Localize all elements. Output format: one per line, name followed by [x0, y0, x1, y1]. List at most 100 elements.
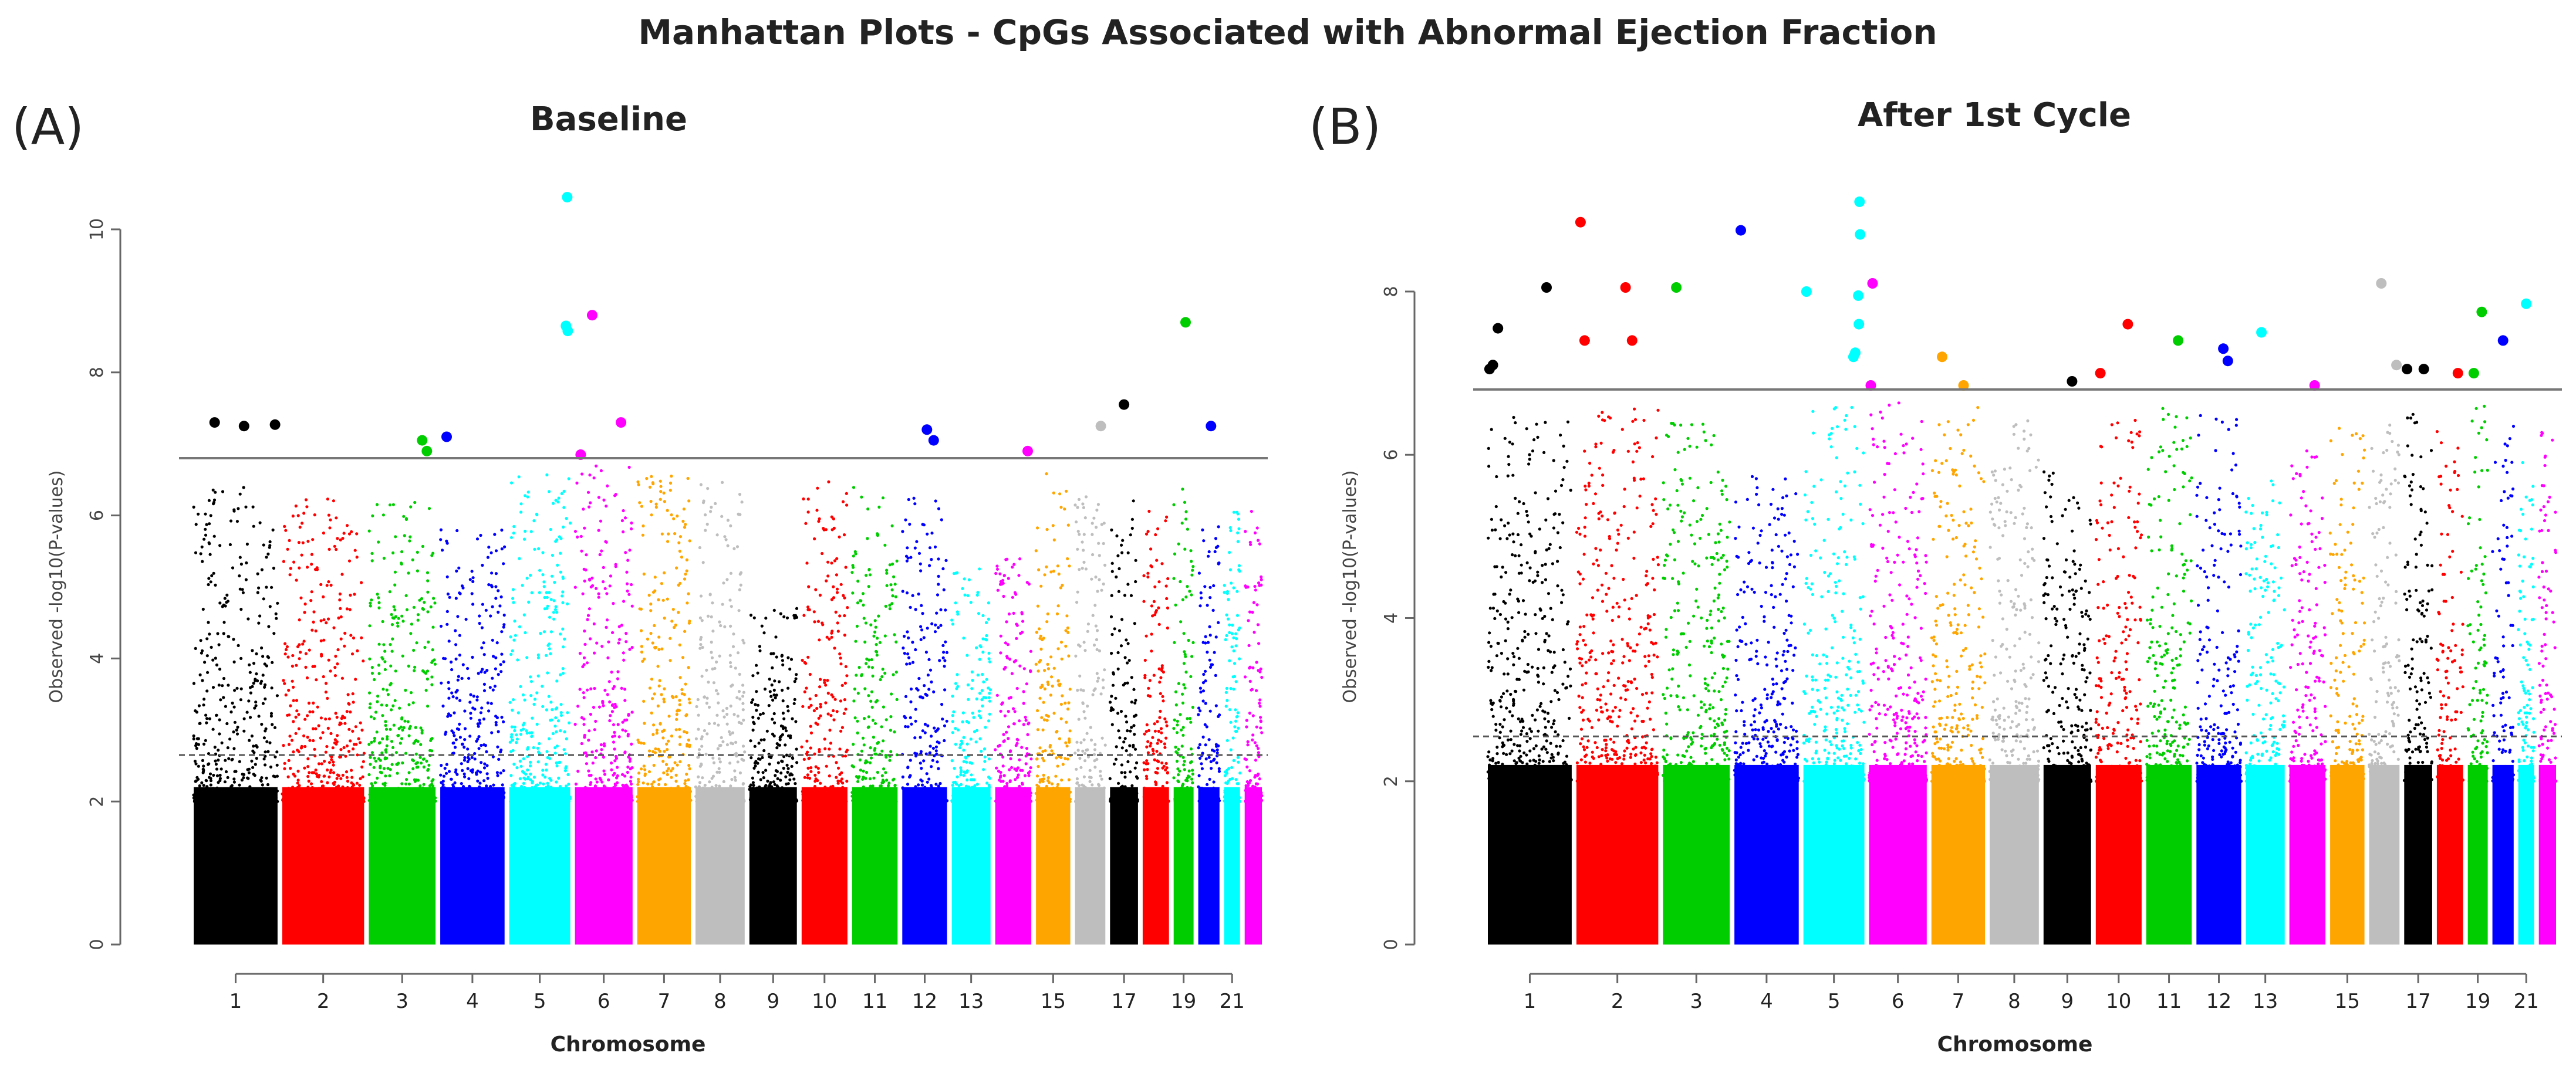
chr-13-dense-block	[951, 787, 991, 945]
x-axis: 1 2 3 4 5 6 7 8 9 10 11 12 13 15 17 19 21	[1524, 973, 2539, 1013]
significant-point	[1854, 196, 1865, 207]
chr-9-dense-block	[749, 787, 797, 945]
chr-2-dense-block	[1576, 764, 1659, 945]
x-axis-label: Chromosome	[1937, 1033, 2093, 1057]
chr-21-dense-block	[2518, 764, 2534, 945]
significant-point	[1671, 282, 1682, 293]
y-tick-label: 6	[87, 510, 107, 521]
significant-point	[1575, 216, 1586, 228]
chr-14-dense-block	[2289, 764, 2326, 945]
chr-8-dense-block	[696, 787, 745, 945]
significant-point	[1180, 317, 1191, 328]
chr-10-dense-block	[2095, 764, 2142, 945]
significant-point	[441, 431, 452, 442]
chr-12-dense-block	[902, 787, 947, 945]
chr-22-dense-block	[1244, 787, 1262, 945]
chr-3-dense-block	[369, 787, 436, 945]
threshold-lines	[1473, 388, 2562, 737]
significant-point	[2452, 368, 2463, 379]
x-tick-label: 11	[2156, 990, 2182, 1013]
significant-point	[1487, 360, 1498, 371]
chr-15-points	[1034, 472, 1072, 803]
x-tick-label: 12	[2206, 990, 2231, 1013]
chr-7-dense-block	[1931, 764, 1986, 945]
significant-point	[421, 445, 433, 456]
x-tick-label: 8	[714, 990, 727, 1013]
chr-16-dense-block	[2369, 764, 2400, 945]
y-tick-label: 10	[87, 218, 107, 241]
chr-1-points	[1486, 415, 1573, 783]
chr-5-dense-block	[509, 787, 570, 945]
significant-point	[1853, 319, 1865, 330]
chr-19-points	[2466, 404, 2489, 783]
significant-point	[1801, 286, 1812, 297]
x-tick-label: 19	[2465, 990, 2490, 1013]
y-tick-label: 8	[1381, 286, 1402, 297]
x-tick-label: 3	[396, 990, 408, 1013]
x-tick-label: 21	[2514, 990, 2539, 1013]
chr-4-points	[439, 528, 507, 803]
chr-21-points	[2517, 461, 2536, 783]
chr-8-dense-block	[1990, 764, 2039, 945]
chr-6-dense-block	[1869, 764, 1927, 945]
x-tick-label: 7	[658, 990, 671, 1013]
x-tick-label: 5	[1828, 990, 1841, 1013]
chr-14-dense-block	[995, 787, 1032, 945]
chr-19-dense-block	[1173, 787, 1194, 945]
significant-point	[1867, 278, 1878, 289]
chr-7-points	[636, 474, 693, 803]
x-tick-label: 17	[1111, 990, 1136, 1013]
points-layer	[192, 464, 1264, 945]
y-tick-label: 0	[87, 939, 107, 950]
x-tick-label: 15	[2335, 990, 2360, 1013]
figure-title: Manhattan Plots - CpGs Associated with A…	[638, 12, 1937, 52]
x-tick-label: 4	[1760, 990, 1773, 1013]
significant-point	[587, 310, 597, 321]
x-tick-label: 2	[1611, 990, 1624, 1013]
x-tick-label: 10	[812, 990, 837, 1013]
significant-point	[1095, 421, 1106, 432]
y-axis-label: Observed -log10(P-values)	[46, 470, 67, 703]
x-tick-label: 15	[1041, 990, 1066, 1013]
y-tick-label: 4	[1381, 612, 1402, 624]
significant-point	[1493, 323, 1504, 334]
chr-10-dense-block	[801, 787, 848, 945]
y-tick-label: 4	[87, 653, 107, 664]
x-tick-label: 1	[229, 990, 242, 1013]
significant-point	[2095, 368, 2106, 379]
significant-point	[1937, 351, 1947, 363]
significant-point	[1865, 380, 1876, 391]
significant-point	[1620, 282, 1631, 293]
significant-point	[1958, 380, 1969, 391]
chr-5-points	[1802, 405, 1866, 783]
chr-4-dense-block	[1734, 764, 1799, 945]
chr-18-dense-block	[1142, 787, 1169, 945]
chr-16-points	[2368, 423, 2401, 783]
y-tick-label: 6	[1381, 449, 1402, 461]
x-tick-label: 12	[912, 990, 937, 1013]
significant-point	[2218, 343, 2229, 354]
chr-11-dense-block	[2146, 764, 2192, 945]
chr-5-dense-block	[1803, 764, 1865, 945]
chr-12-points	[2195, 414, 2243, 783]
x-tick-label: 3	[1690, 990, 1703, 1013]
y-tick-label: 2	[1381, 776, 1402, 787]
chr-15-dense-block	[1036, 787, 1071, 945]
chr-6-points	[1868, 401, 1929, 783]
y-axis: 0 2 4 6 8	[1381, 286, 1416, 950]
x-tick-label: 2	[317, 990, 330, 1013]
chr-10-points	[2094, 418, 2143, 783]
chr-1-dense-block	[1488, 764, 1572, 945]
significant-point	[562, 326, 573, 337]
chr-13-points	[950, 567, 992, 803]
chr-2-points	[1575, 407, 1660, 783]
y-axis-label: Observed -log10(P-values)	[1340, 470, 1360, 703]
significant-point	[2309, 380, 2320, 391]
panel-label: (A)	[12, 98, 84, 155]
chr-19-points	[1172, 488, 1195, 803]
x-axis: 1 2 3 4 5 6 7 8 9 10 11 12 13 15 17 19 21	[229, 973, 1245, 1013]
x-tick-label: 8	[2008, 990, 2021, 1013]
x-tick-label: 13	[958, 990, 984, 1013]
